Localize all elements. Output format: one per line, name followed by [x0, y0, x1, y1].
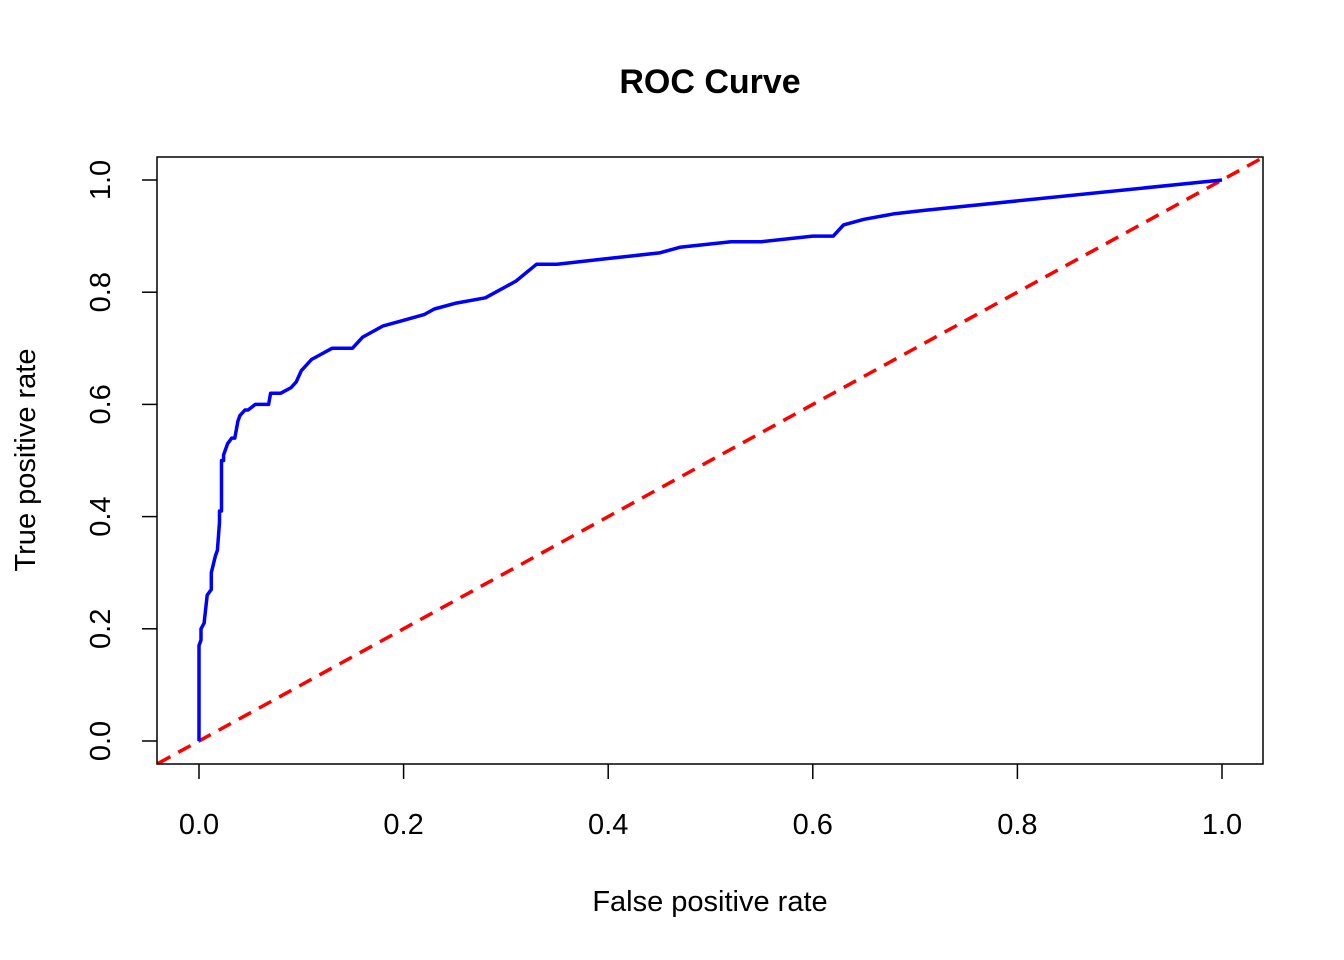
reference-diagonal-line: [157, 157, 1263, 764]
x-tick-label: 0.4: [588, 809, 628, 841]
roc-curve-line: [197, 178, 1223, 741]
y-axis-label: True positive rate: [10, 349, 42, 572]
y-tick-label: 0.0: [85, 721, 117, 761]
x-tick-label: 0.8: [997, 809, 1037, 841]
y-tick-label: 0.8: [85, 272, 117, 312]
y-tick-label: 0.2: [85, 609, 117, 649]
plot-area: [157, 157, 1263, 764]
x-tick-label: 0.2: [383, 809, 423, 841]
x-axis-label: False positive rate: [592, 886, 827, 918]
y-tick-label: 0.4: [85, 496, 117, 536]
x-tick-label: 1.0: [1202, 809, 1242, 841]
y-axis: 0.0 0.2 0.4 0.6 0.8 1.0: [85, 160, 157, 761]
x-tick-label: 0.0: [179, 809, 219, 841]
y-tick-label: 0.6: [85, 384, 117, 424]
y-tick-label: 1.0: [85, 160, 117, 200]
chart-title: ROC Curve: [619, 63, 800, 101]
plot-frame: [156, 156, 1264, 765]
x-axis: 0.0 0.2 0.4 0.6 0.8 1.0: [179, 764, 1242, 841]
x-tick-label: 0.6: [793, 809, 833, 841]
